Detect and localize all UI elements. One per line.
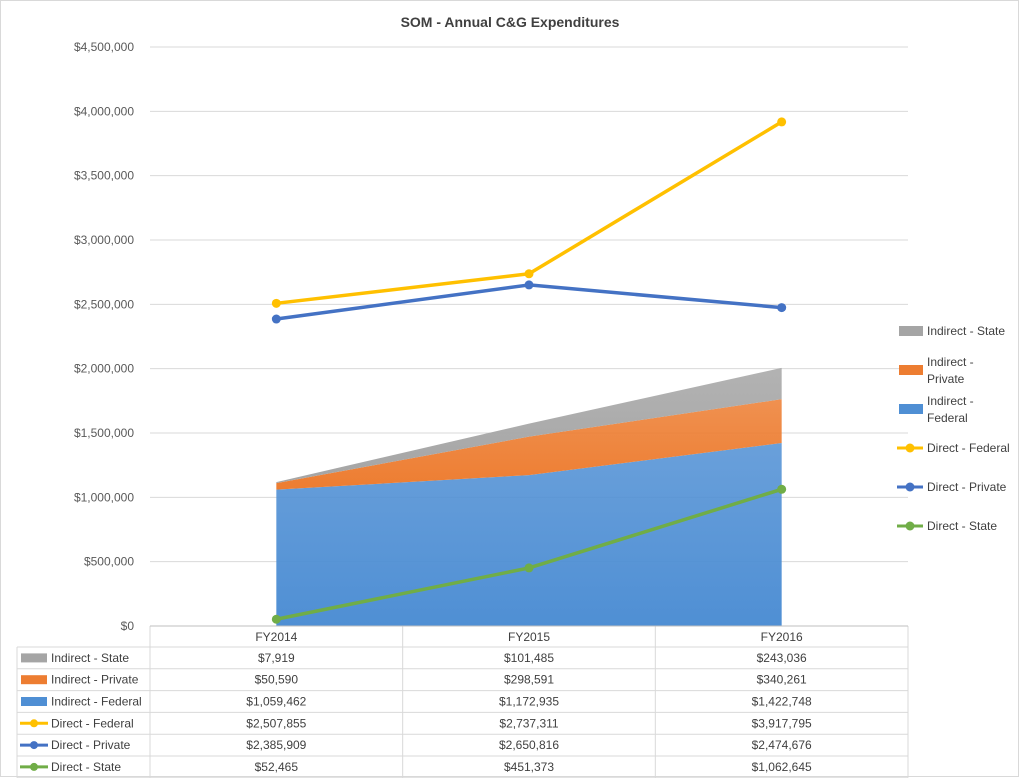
legend-key-marker: [905, 443, 915, 453]
table-cell: $1,059,462: [246, 695, 306, 709]
table-key-indirect-federal: [21, 697, 47, 706]
table-column-header: FY2015: [508, 630, 550, 644]
legend-key-indirect-state: [899, 326, 923, 336]
line-series: [271, 117, 787, 624]
legend-label: Private: [927, 372, 965, 386]
y-tick-label: $3,000,000: [74, 233, 134, 247]
table-cell: $1,172,935: [499, 695, 559, 709]
table-cell: $2,507,855: [246, 716, 306, 730]
point-direct-private: [524, 280, 534, 290]
table-cell: $3,917,795: [752, 716, 812, 730]
y-tick-label: $4,000,000: [74, 104, 134, 118]
y-tick-label: $1,500,000: [74, 426, 134, 440]
y-tick-label: $0: [121, 619, 135, 633]
table-cell: $2,650,816: [499, 738, 559, 752]
table-cell: $2,737,311: [499, 716, 558, 730]
point-direct-federal: [777, 117, 787, 127]
chart-title: SOM - Annual C&G Expenditures: [401, 14, 620, 30]
table-key-marker: [30, 762, 38, 771]
table-cell: $298,591: [504, 673, 554, 687]
line-direct-private: [276, 283, 782, 321]
table-cell: $2,385,909: [246, 738, 306, 752]
area-indirect-federal: [276, 442, 782, 626]
table-row-label: Direct - State: [51, 760, 121, 774]
table-row-label: Direct - Private: [51, 738, 131, 752]
table-cell: $1,062,645: [752, 760, 812, 774]
table-column-header: FY2016: [761, 630, 803, 644]
y-tick-label: $3,500,000: [74, 169, 134, 183]
point-direct-state: [524, 563, 534, 573]
stacked-areas: [276, 367, 782, 626]
y-tick-label: $500,000: [84, 555, 134, 569]
point-direct-state: [777, 484, 787, 494]
table-key-marker: [30, 741, 38, 750]
table-cell: $50,590: [255, 673, 299, 687]
point-direct-state: [271, 614, 281, 624]
table-cell: $1,422,748: [752, 695, 812, 709]
y-tick-label: $2,000,000: [74, 362, 134, 376]
legend-label: Indirect -: [927, 355, 974, 369]
legend-label: Direct - Federal: [927, 441, 1010, 455]
legend: Indirect - State Indirect - Private Indirec…: [897, 324, 1010, 533]
legend-label: Indirect -: [927, 394, 974, 408]
table-row-label: Indirect - State: [51, 651, 129, 665]
area-indirect-private: [276, 399, 782, 490]
legend-label: Direct - State: [927, 519, 997, 533]
table-row-label: Direct - Federal: [51, 716, 134, 730]
table-row-label: Indirect - Private: [51, 673, 139, 687]
point-direct-federal: [271, 298, 281, 308]
table-row-label: Indirect - Federal: [51, 695, 142, 709]
table-key-indirect-private: [21, 675, 47, 685]
table-cell: $52,465: [255, 760, 299, 774]
table-key-marker: [30, 719, 38, 728]
y-tick-label: $1,000,000: [74, 490, 134, 504]
y-tick-label: $2,500,000: [74, 297, 134, 311]
table-cell: $2,474,676: [752, 738, 812, 752]
area-indirect-state: [276, 367, 782, 484]
y-tick-label: $4,500,000: [74, 40, 134, 54]
table-cell: $340,261: [757, 673, 807, 687]
point-direct-private: [777, 303, 787, 313]
point-direct-private: [271, 314, 281, 324]
legend-key-indirect-private: [899, 365, 923, 375]
data-table: FY2014 FY2015 FY2016 Indirect - State $7,919…: [16, 625, 909, 778]
legend-key-marker: [905, 521, 915, 531]
table-cell: $101,485: [504, 651, 554, 665]
legend-label: Direct - Private: [927, 480, 1007, 494]
legend-key-marker: [905, 482, 915, 492]
legend-key-indirect-federal: [899, 404, 923, 414]
table-key-indirect-state: [21, 653, 47, 663]
table-column-header: FY2014: [255, 630, 297, 644]
table-cell: $243,036: [757, 651, 807, 665]
table-cell: $451,373: [504, 760, 554, 774]
legend-label: Federal: [927, 411, 968, 425]
table-cell: $7,919: [258, 651, 295, 665]
point-direct-federal: [524, 269, 534, 279]
y-axis-tick-labels: $0 $500,000 $1,000,000 $1,500,000 $2,000,000…: [74, 40, 134, 633]
legend-label: Indirect - State: [927, 324, 1005, 338]
